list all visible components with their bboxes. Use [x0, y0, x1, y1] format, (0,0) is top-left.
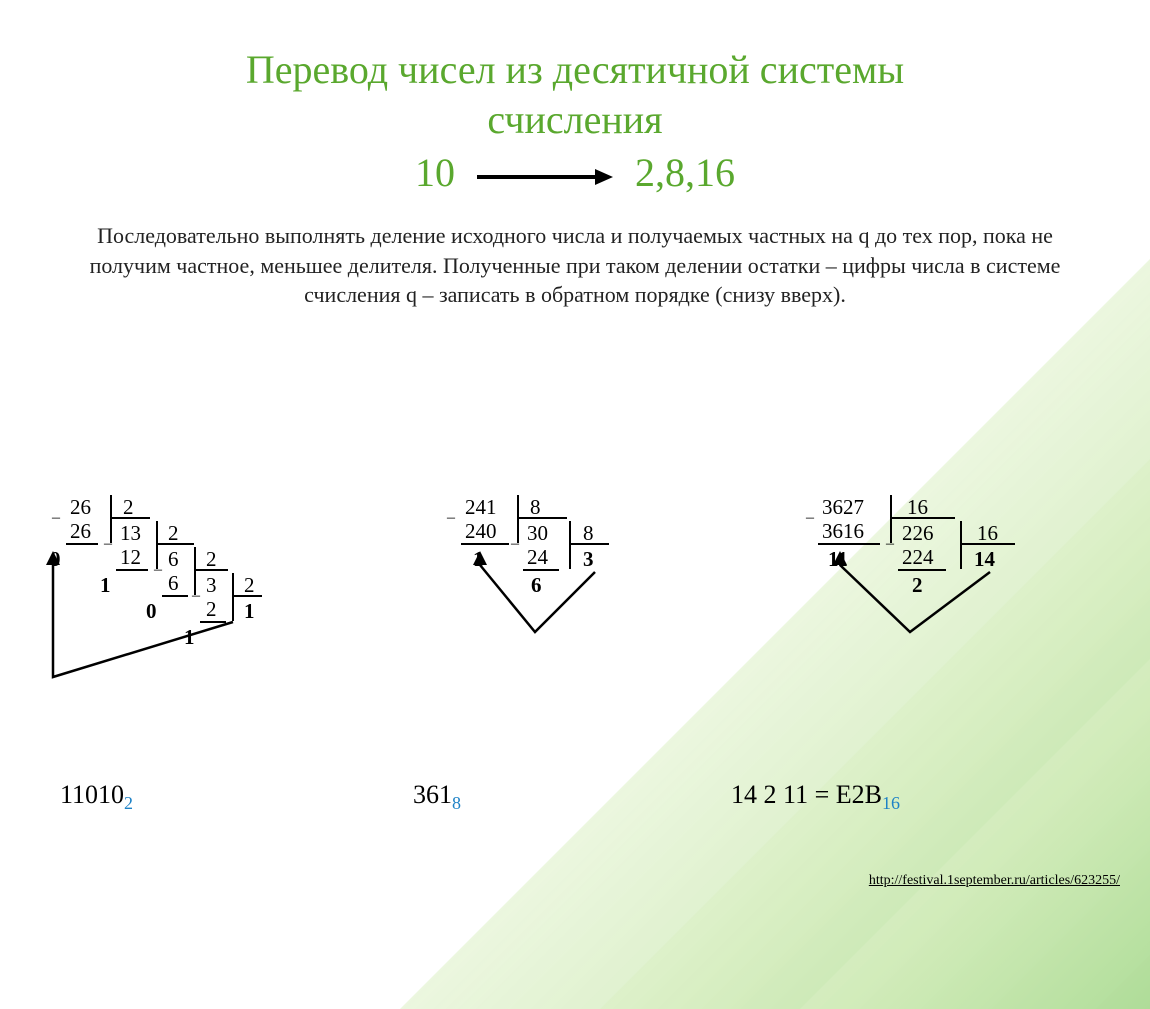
- result-binary: 110102: [60, 780, 133, 814]
- base-to: 2,8,16: [635, 150, 735, 195]
- base-from: 10: [415, 150, 455, 195]
- result-hex: 14 2 11 = E2B16: [731, 780, 900, 814]
- division-241-by-8: 241 8 – 240 1 30 8 – 24 6 3: [435, 495, 695, 775]
- algorithm-description: Последовательно выполнять деление исходн…: [80, 221, 1070, 310]
- division-3627-by-16: 3627 16 – 3616 11 226 16 – 224 2 14: [802, 495, 1122, 775]
- result-octal: 3618: [413, 780, 461, 814]
- title-line-2: счисления: [80, 95, 1070, 145]
- read-arrow-icon: [28, 547, 268, 697]
- slide-title: Перевод чисел из десятичной системы счис…: [0, 45, 1150, 196]
- arrow-icon: [475, 167, 615, 187]
- read-arrow-icon: [810, 547, 1010, 657]
- footer-source-link[interactable]: http://festival.1september.ru/articles/6…: [869, 873, 1120, 889]
- title-bases-row: 10 2,8,16: [80, 149, 1070, 196]
- read-arrow-icon: [455, 547, 625, 657]
- division-examples: 26 2 – 26 0 13 2 – 12 1 6 2 – 6 0 3 2 – …: [28, 495, 1122, 775]
- title-line-1: Перевод чисел из десятичной системы: [80, 45, 1070, 95]
- results-row: 110102 3618 14 2 11 = E2B16: [0, 780, 1150, 814]
- division-26-by-2: 26 2 – 26 0 13 2 – 12 1 6 2 – 6 0 3 2 – …: [28, 495, 328, 775]
